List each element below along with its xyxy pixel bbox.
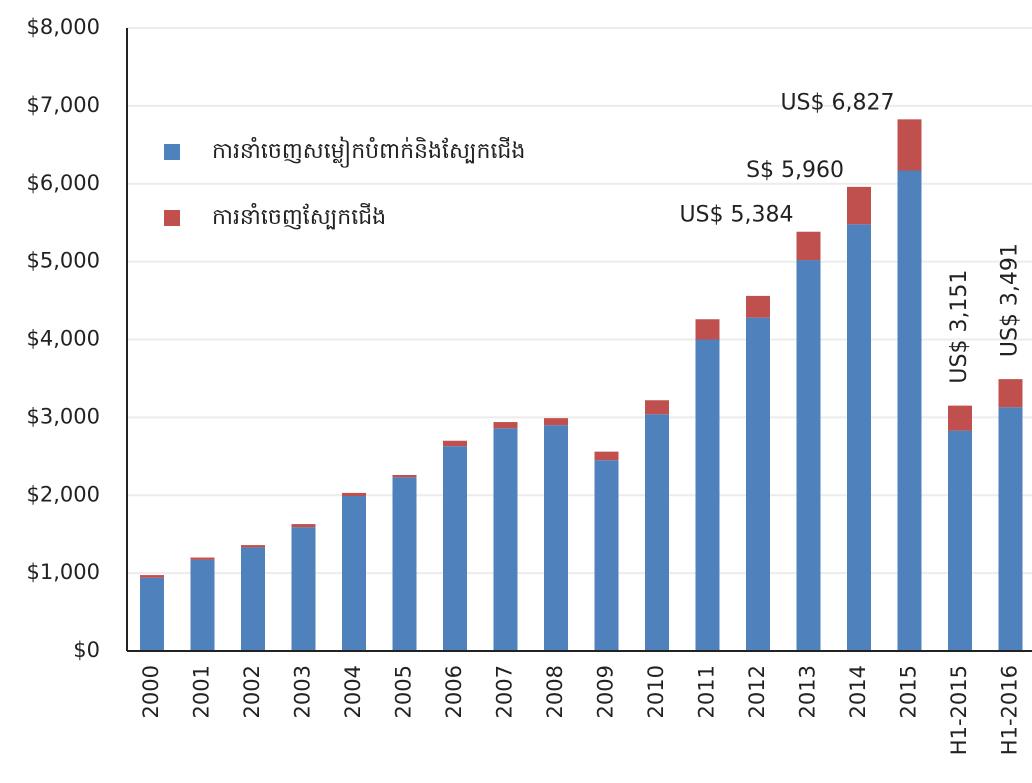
bar-segment bbox=[493, 428, 518, 651]
x-tick-label: 2006 bbox=[442, 665, 466, 718]
annotation: US$ 6,827 bbox=[780, 90, 894, 115]
x-tick-label: 2000 bbox=[139, 665, 163, 718]
bar-segment bbox=[140, 575, 164, 578]
y-tick-label: $1,000 bbox=[27, 560, 100, 584]
x-tick-label: 2012 bbox=[745, 665, 769, 718]
bar-segment bbox=[392, 475, 417, 478]
annotation: US$ 3,151 bbox=[947, 270, 972, 384]
bar-segment bbox=[847, 186, 871, 225]
bar-segment bbox=[998, 379, 1023, 408]
bar-segment bbox=[443, 440, 467, 447]
bar-segment bbox=[746, 295, 770, 318]
bar-segment bbox=[746, 317, 770, 651]
annotation: US$ 5,384 bbox=[679, 203, 793, 228]
legend-label: ការនាំចេញស្បែកជើង bbox=[212, 203, 386, 230]
x-tick-label: 2001 bbox=[190, 665, 214, 718]
y-tick-label: $7,000 bbox=[27, 93, 100, 117]
bar-segment bbox=[342, 496, 366, 651]
y-tick-label: $2,000 bbox=[27, 482, 100, 506]
x-tick-label: H1-2015 bbox=[947, 665, 971, 755]
x-tick-label: 2009 bbox=[594, 665, 618, 718]
y-tick-label: $4,000 bbox=[27, 327, 100, 351]
bar-segment bbox=[594, 451, 619, 461]
bar-segment bbox=[897, 119, 922, 171]
y-tick-label: $0 bbox=[73, 638, 100, 662]
bar-segment bbox=[190, 559, 215, 651]
y-tick-label: $6,000 bbox=[27, 171, 100, 195]
bar-segment bbox=[544, 418, 568, 426]
bar-segment bbox=[241, 547, 265, 651]
bar-segment bbox=[291, 527, 316, 651]
bar-segment bbox=[847, 224, 871, 651]
bar-segment bbox=[544, 425, 568, 651]
bar-segment bbox=[392, 477, 417, 651]
bar-segment bbox=[998, 407, 1023, 651]
x-tick-label: 2013 bbox=[796, 665, 820, 718]
bar-segment bbox=[140, 577, 164, 651]
bar-segment bbox=[695, 339, 720, 651]
bar-segment bbox=[897, 170, 922, 652]
bar-segment bbox=[796, 260, 821, 651]
annotation: US$ 3,491 bbox=[998, 243, 1023, 357]
bar-segment bbox=[695, 319, 720, 340]
x-tick-label: 2014 bbox=[846, 665, 870, 718]
x-tick-label: H1-2016 bbox=[998, 665, 1022, 755]
y-tick-label: $8,000 bbox=[27, 15, 100, 39]
bar-segment bbox=[645, 414, 669, 651]
bar-segment bbox=[342, 492, 366, 497]
legend-swatch bbox=[164, 210, 180, 226]
bar-segment bbox=[291, 524, 316, 528]
bar-segment bbox=[190, 557, 215, 560]
y-tick-label: $5,000 bbox=[27, 249, 100, 273]
bar-segment bbox=[948, 430, 972, 651]
bar-segment bbox=[796, 231, 821, 261]
bar-segment bbox=[493, 422, 518, 429]
bar-segment bbox=[948, 405, 972, 431]
annotation: S$ 5,960 bbox=[746, 158, 844, 183]
x-tick-label: 2007 bbox=[493, 665, 517, 718]
bar-segment bbox=[443, 446, 467, 651]
x-tick-label: 2003 bbox=[291, 665, 315, 718]
x-tick-label: 2005 bbox=[392, 665, 416, 718]
bar-segment bbox=[645, 400, 669, 415]
legend-label: ការនាំចេញសម្លៀកបំពាក់និងស្បែកជើង bbox=[212, 136, 525, 168]
bar-segment bbox=[241, 545, 265, 548]
bar-segment bbox=[594, 460, 619, 651]
legend-swatch bbox=[164, 144, 180, 160]
x-tick-label: 2008 bbox=[543, 665, 567, 718]
x-tick-label: 2011 bbox=[695, 665, 719, 718]
y-tick-label: $3,000 bbox=[27, 404, 100, 428]
x-tick-label: 2010 bbox=[644, 665, 668, 718]
x-tick-label: 2002 bbox=[240, 665, 264, 718]
x-tick-label: 2015 bbox=[897, 665, 921, 718]
x-tick-label: 2004 bbox=[341, 665, 365, 718]
